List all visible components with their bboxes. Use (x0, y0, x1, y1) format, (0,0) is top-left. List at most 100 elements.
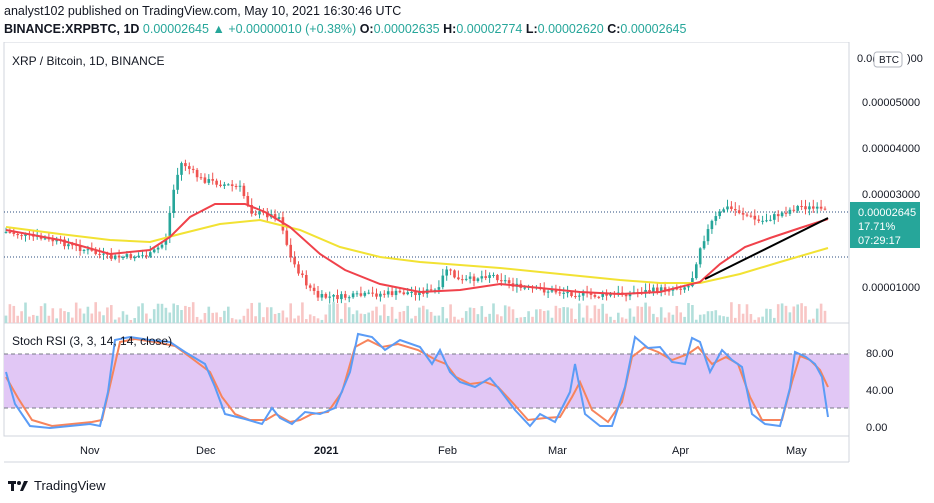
volume-bar (74, 302, 78, 323)
volume-bar (562, 307, 565, 323)
volume-bar (340, 318, 343, 323)
volume-bar (398, 311, 402, 323)
volume-bar (285, 317, 289, 323)
candle-body (266, 212, 269, 218)
candle-body (624, 294, 628, 297)
svg-text:0.00002645: 0.00002645 (858, 207, 916, 219)
volume-bar (227, 306, 230, 323)
candle-body (726, 206, 729, 210)
volume-bar (605, 313, 608, 323)
chart-area[interactable]: XRP / Bitcoin, 1D, BINANCE Stoch RSI (3,… (0, 42, 934, 474)
candlesticks (4, 159, 827, 304)
candle-body (149, 252, 152, 257)
volume-bar (476, 314, 480, 323)
candle-body (227, 184, 230, 186)
candle-body (663, 287, 667, 291)
volume-bar (203, 312, 207, 323)
volume-bar (492, 303, 495, 323)
candle-body (542, 288, 546, 293)
candle-body (745, 214, 749, 216)
high-value: 0.00002774 (456, 22, 523, 36)
tradingview-footer[interactable]: TradingView (8, 478, 106, 493)
close-value: 0.00002645 (620, 22, 687, 36)
stoch-band (4, 354, 849, 408)
volume-bar (117, 317, 121, 323)
volume-bar (269, 307, 273, 323)
candle-body (250, 204, 253, 214)
volume-bar (511, 309, 515, 323)
candle-body (71, 244, 74, 246)
volume-bar (102, 315, 105, 323)
volume-bar (757, 317, 760, 323)
candle-body (152, 249, 156, 253)
volume-bar (133, 318, 136, 323)
volume-bar (262, 317, 265, 323)
candle-body (43, 238, 47, 240)
volume-bar (35, 315, 39, 323)
candle-body (609, 293, 612, 296)
candle-body (367, 292, 370, 294)
volume-bar (597, 308, 601, 323)
volume-bar (480, 306, 484, 323)
candle-body (145, 255, 148, 257)
time-label-mar: Mar (548, 445, 567, 457)
volume-bar (344, 302, 347, 323)
volume-bar (28, 316, 31, 323)
volume-bar (780, 303, 784, 323)
volume-bar (691, 305, 694, 323)
volume-bar (718, 315, 721, 323)
candle-body (550, 289, 554, 292)
volume-bar (726, 316, 729, 323)
volume-bar (566, 307, 569, 323)
candle-body (336, 295, 339, 300)
volume-bar (394, 318, 398, 323)
volume-bar (507, 306, 511, 323)
volume-bar (422, 305, 425, 323)
currency-badge[interactable]: BTC (873, 51, 903, 68)
volume-bar (320, 319, 324, 323)
candle-body (780, 212, 784, 217)
volume-bar (215, 312, 218, 323)
candle-body (659, 287, 663, 293)
last-price-label: 0.00002645 17.71% 07:29:17 (850, 202, 920, 248)
candle-body (308, 285, 312, 288)
volume-bar (461, 317, 464, 323)
candle-body (355, 293, 359, 295)
volume-bar (574, 318, 577, 323)
volume-bar (425, 309, 429, 323)
candle-body (273, 214, 277, 219)
fast-moving-average (5, 203, 829, 296)
candle-body (141, 255, 144, 257)
volume-bar (164, 307, 168, 323)
candle-body (363, 292, 367, 296)
candle-body (769, 219, 772, 221)
volume-bar (316, 318, 320, 323)
volume-bar (581, 317, 585, 323)
volume-bar (289, 303, 292, 323)
volume-bar (39, 306, 43, 323)
volume-bar (207, 306, 211, 323)
candle-body (383, 293, 386, 295)
price-tick-5: 0.00005000 (862, 97, 920, 109)
volume-bar (796, 304, 799, 323)
volume-bar (59, 308, 62, 323)
candle-body (347, 297, 351, 299)
volume-bar (363, 314, 367, 323)
volume-bar (441, 306, 445, 323)
candle-body (215, 180, 218, 185)
volume-bar (98, 311, 101, 323)
close-label: C: (607, 22, 621, 36)
price-pane[interactable] (3, 42, 850, 324)
candle-body (706, 229, 710, 242)
candle-body (597, 296, 601, 298)
candle-body (129, 254, 133, 259)
volume-bar (683, 316, 686, 323)
candle-body (652, 287, 655, 292)
volume-bar (137, 306, 140, 323)
volume-bar (383, 304, 386, 323)
candle-body (558, 292, 562, 294)
candle-body (800, 206, 803, 208)
trend-line[interactable] (704, 217, 829, 280)
candle-body (488, 275, 491, 278)
volume-bar (277, 312, 281, 323)
